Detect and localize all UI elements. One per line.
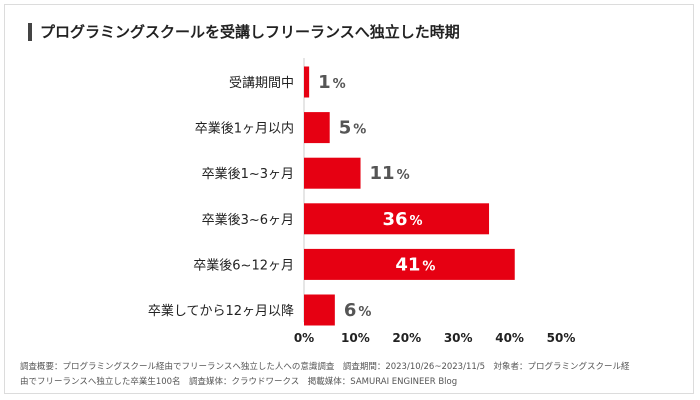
category-label: 卒業してから12ヶ月以降 [148,303,294,319]
data-label: 1% [318,72,346,93]
category-label: 受講期間中 [229,75,294,91]
chart-frame [4,4,694,394]
x-tick-label: 10% [341,331,370,345]
footnote-line-2: 由でフリーランスへ独立した卒業生100名 調査媒体：クラウドワークス 掲載媒体：… [20,377,458,387]
category-label: 卒業後6~12ヶ月 [193,257,294,273]
bar [304,112,330,144]
data-label: 11% [370,163,410,184]
title-accent-bar [28,23,32,41]
chart-title: プログラミングスクールを受講しフリーランスへ独立した時期 [40,23,460,41]
x-tick-label: 20% [392,331,421,345]
bar [304,248,515,280]
bar [304,294,335,326]
data-label: 6% [344,300,372,321]
x-tick-label: 50% [547,331,576,345]
x-tick-label: 40% [495,331,524,345]
bar [304,203,490,235]
footnote-line-1: 調査概要：プログラミングスクール経由でフリーランスへ独立した人への意識調査 調査… [20,362,630,372]
category-label: 卒業後3~6ヶ月 [202,212,294,228]
category-label: 卒業後1~3ヶ月 [202,166,294,182]
bar [304,66,310,98]
survey-footnote: 調査概要：プログラミングスクール経由でフリーランスへ独立した人への意識調査 調査… [20,360,680,390]
x-tick-label: 30% [444,331,473,345]
x-tick-label: 0% [294,331,314,345]
data-label: 41% [395,254,435,275]
category-label: 卒業後1ヶ月以内 [195,121,294,137]
bar [304,157,361,189]
data-label: 5% [339,118,367,139]
data-label: 36% [382,209,422,230]
